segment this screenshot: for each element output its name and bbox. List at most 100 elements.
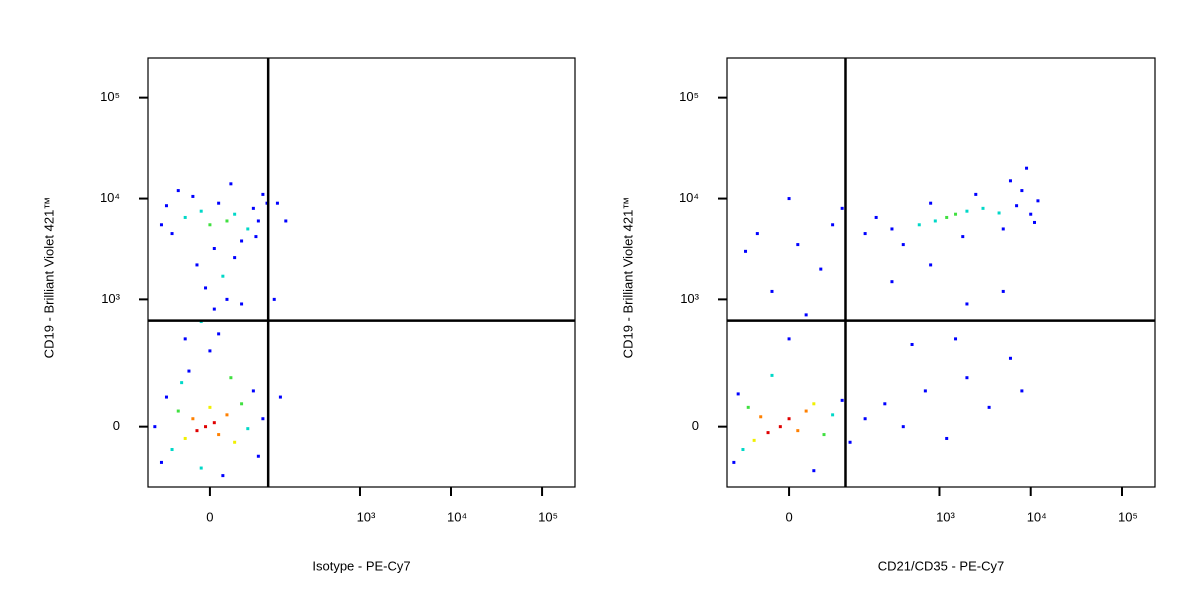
- event-dot: [804, 409, 808, 413]
- event-dot: [208, 349, 212, 353]
- event-dot: [732, 460, 736, 464]
- event-dot: [997, 211, 1001, 215]
- event-dot: [840, 206, 844, 210]
- scatter-plot: [153, 182, 288, 478]
- event-dot: [945, 436, 949, 440]
- y-tick-label: 10⁵: [679, 89, 699, 104]
- y-tick-label: 0: [692, 418, 699, 433]
- event-dot: [240, 239, 244, 243]
- event-dot: [804, 313, 808, 317]
- event-dot: [212, 247, 216, 251]
- event-dot: [770, 289, 774, 293]
- event-dot: [778, 425, 782, 429]
- event-dot: [256, 454, 260, 458]
- event-dot: [183, 215, 187, 219]
- event-dot: [1032, 220, 1036, 224]
- event-dot: [246, 227, 250, 231]
- event-dot: [796, 243, 800, 247]
- event-dot: [217, 332, 221, 336]
- event-dot: [233, 256, 237, 260]
- y-tick-label: 10⁴: [100, 190, 120, 205]
- event-dot: [212, 421, 216, 425]
- event-dot: [251, 206, 255, 210]
- event-dot: [840, 398, 844, 402]
- event-dot: [1036, 199, 1040, 203]
- event-dot: [233, 212, 237, 216]
- event-dot: [217, 201, 221, 205]
- event-dot: [752, 438, 756, 442]
- event-dot: [212, 307, 216, 311]
- event-dot: [1020, 189, 1024, 193]
- event-dot: [981, 206, 985, 210]
- event-dot: [199, 209, 203, 213]
- event-dot: [787, 337, 791, 341]
- event-dot: [848, 440, 852, 444]
- event-dot: [1015, 204, 1019, 208]
- event-dot: [933, 219, 937, 223]
- event-dot: [170, 448, 174, 452]
- event-dot: [204, 425, 208, 429]
- event-dot: [284, 219, 288, 223]
- event-dot: [923, 389, 927, 393]
- y-axis-label: CD19 - Brilliant Violet 421™: [41, 197, 56, 359]
- x-tick-label: 10³: [936, 509, 955, 524]
- event-dot: [176, 189, 180, 193]
- event-dot: [225, 219, 229, 223]
- event-dot: [221, 474, 225, 478]
- event-dot: [1001, 289, 1005, 293]
- event-dot: [195, 263, 199, 267]
- event-dot: [755, 232, 759, 236]
- event-dot: [261, 417, 265, 421]
- event-dot: [195, 429, 199, 433]
- event-dot: [746, 405, 750, 409]
- event-dot: [741, 448, 745, 452]
- y-tick-label: 10⁵: [100, 89, 120, 104]
- event-dot: [229, 182, 233, 186]
- event-dot: [883, 402, 887, 406]
- event-dot: [208, 405, 212, 409]
- y-tick-label: 10³: [101, 291, 120, 306]
- event-dot: [275, 201, 279, 205]
- event-dot: [736, 392, 740, 396]
- event-dot: [272, 297, 276, 301]
- event-dot: [770, 373, 774, 377]
- event-dot: [890, 280, 894, 284]
- event-dot: [874, 215, 878, 219]
- x-tick-label: 0: [785, 509, 792, 524]
- event-dot: [221, 274, 225, 278]
- plot-frame: [726, 57, 1156, 488]
- event-dot: [744, 249, 748, 253]
- event-dot: [910, 342, 914, 346]
- event-dot: [170, 232, 174, 236]
- event-dot: [901, 243, 905, 247]
- event-dot: [819, 267, 823, 271]
- event-dot: [229, 376, 233, 380]
- event-dot: [901, 425, 905, 429]
- event-dot: [961, 235, 965, 239]
- event-dot: [208, 223, 212, 227]
- event-dot: [217, 433, 221, 437]
- event-dot: [965, 302, 969, 306]
- event-dot: [180, 381, 184, 385]
- event-dot: [863, 417, 867, 421]
- event-dot: [183, 436, 187, 440]
- event-dot: [254, 235, 258, 239]
- event-dot: [251, 389, 255, 393]
- event-dot: [164, 204, 168, 208]
- event-dot: [954, 337, 958, 341]
- event-dot: [987, 405, 991, 409]
- event-dot: [164, 395, 168, 399]
- event-dot: [246, 427, 250, 431]
- event-dot: [1025, 166, 1029, 170]
- event-dot: [176, 409, 180, 413]
- event-dot: [159, 223, 163, 227]
- x-axis-label: CD21/CD35 - PE-Cy7: [878, 558, 1004, 573]
- event-dot: [822, 433, 826, 437]
- event-dot: [1008, 356, 1012, 360]
- event-dot: [965, 376, 969, 380]
- event-dot: [929, 201, 933, 205]
- event-dot: [233, 440, 237, 444]
- event-dot: [1008, 179, 1012, 183]
- event-dot: [812, 469, 816, 473]
- event-dot: [191, 194, 195, 198]
